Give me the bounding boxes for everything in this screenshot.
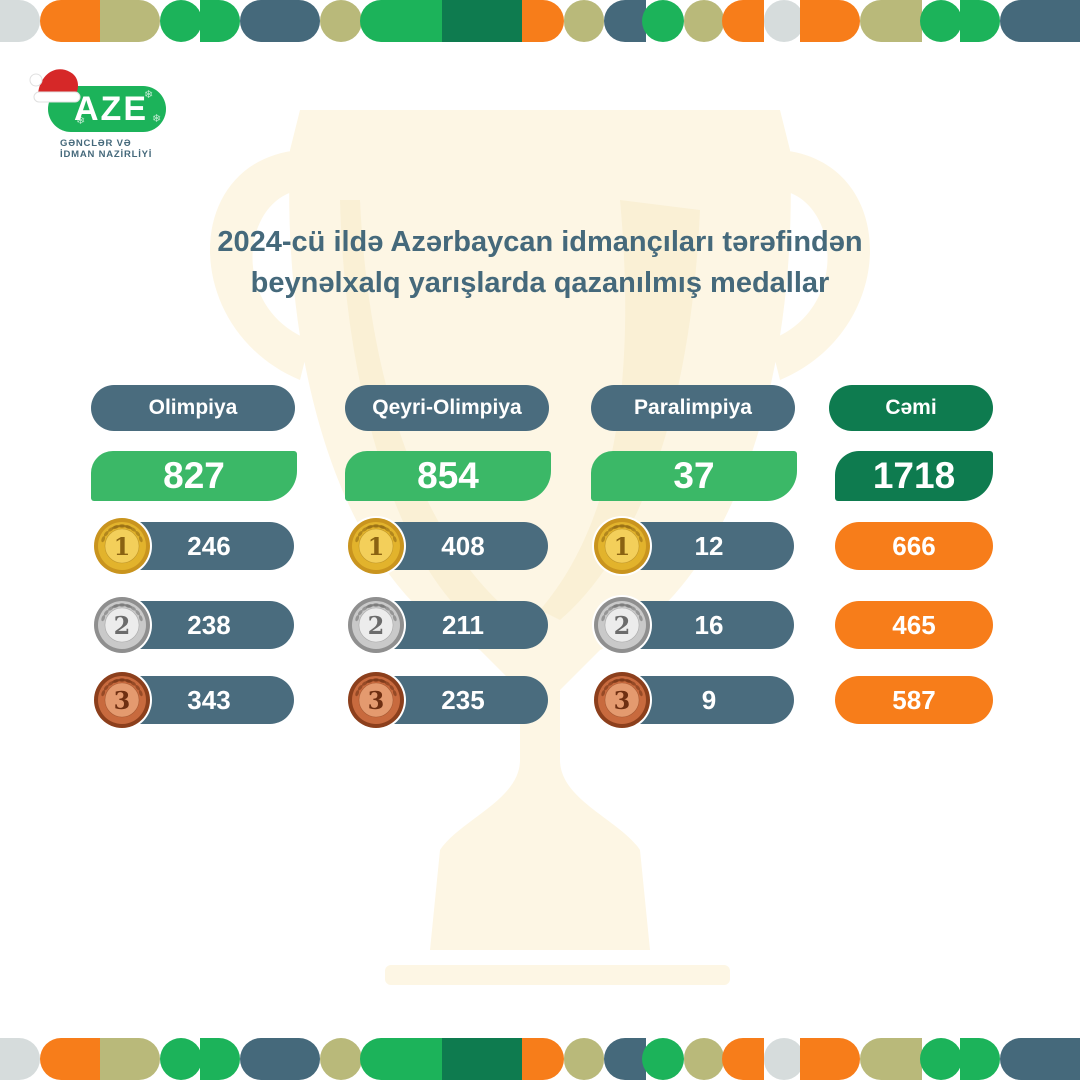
- ministry-name-line1: GƏNCLƏR VƏ: [60, 138, 132, 149]
- gold-medal-icon: 1: [346, 516, 406, 576]
- bronze-row: 9 3: [591, 670, 797, 730]
- summary-gold-count: 666: [835, 522, 993, 570]
- gold-row: 246 1: [91, 516, 297, 576]
- gold-row: 12 1: [591, 516, 797, 576]
- medal-number: 3: [614, 686, 631, 715]
- gold-medal-icon: 1: [92, 516, 152, 576]
- bronze-medal-icon: 3: [346, 670, 406, 730]
- ministry-name: GƏNCLƏR VƏ İDMAN NAZİRLİYİ: [60, 138, 152, 160]
- category-heading: Paralimpiya: [591, 385, 795, 431]
- logo-text: AZE: [74, 90, 148, 128]
- medal-number: 1: [614, 532, 631, 561]
- bronze-medal-icon: 3: [592, 670, 652, 730]
- silver-medal-icon: 2: [92, 595, 152, 655]
- medal-number: 2: [114, 611, 131, 640]
- category-heading: Olimpiya: [91, 385, 295, 431]
- silver-row: 16 2: [591, 595, 797, 655]
- summary-total: 1718: [835, 451, 993, 501]
- silver-row: 211 2: [345, 595, 551, 655]
- medal-number: 1: [368, 532, 385, 561]
- silver-count: 16: [694, 610, 724, 640]
- bronze-count: 235: [441, 685, 485, 715]
- medal-number: 3: [114, 686, 131, 715]
- category-paralympic: Paralimpiya 37 12 1 16 2 9 3: [591, 385, 797, 730]
- bronze-count: 343: [187, 685, 231, 715]
- silver-count: 211: [442, 610, 484, 640]
- category-total: 827: [91, 451, 297, 501]
- ministry-name-line2: İDMAN NAZİRLİYİ: [60, 149, 153, 160]
- santa-hat-icon: [29, 69, 81, 103]
- category-total: 37: [591, 451, 797, 501]
- page-title: 2024-cü ildə Azərbaycan idmançıları tərə…: [90, 222, 990, 304]
- silver-medal-icon: 2: [346, 595, 406, 655]
- ministry-logo: ❄ ❄ ❄ ❄ AZE GƏNCLƏR VƏ İDMAN NAZİRLİYİ: [26, 60, 176, 170]
- medal-number: 1: [114, 532, 131, 561]
- medal-number: 3: [368, 686, 385, 715]
- summary-heading: Cəmi: [829, 385, 993, 431]
- silver-row: 238 2: [91, 595, 297, 655]
- medal-number: 2: [368, 611, 385, 640]
- gold-count: 246: [187, 531, 231, 561]
- category-non-olympic: Qeyri-Olimpiya 854 408 1 211 2 235 3: [345, 385, 551, 730]
- medal-number: 2: [614, 611, 631, 640]
- decorative-strip-top: [0, 0, 1080, 42]
- silver-count: 238: [187, 610, 231, 640]
- gold-row: 408 1: [345, 516, 551, 576]
- silver-medal-icon: 2: [592, 595, 652, 655]
- gold-count: 12: [694, 531, 724, 561]
- category-heading: Qeyri-Olimpiya: [345, 385, 549, 431]
- category-olympic: Olimpiya 827 246 1 238 2 343 3: [91, 385, 297, 730]
- gold-count: 408: [441, 531, 485, 561]
- bronze-row: 343 3: [91, 670, 297, 730]
- summary-silver-count: 465: [835, 601, 993, 649]
- decorative-strip-bottom: [0, 1038, 1080, 1080]
- summary-bronze-count: 587: [835, 676, 993, 724]
- gold-medal-icon: 1: [592, 516, 652, 576]
- category-total: 854: [345, 451, 551, 501]
- bronze-row: 235 3: [345, 670, 551, 730]
- title-line-2: beynəlxalq yarışlarda qazanılmış medalla…: [250, 267, 830, 299]
- title-line-1: 2024-cü ildə Azərbaycan idmançıları tərə…: [217, 226, 863, 258]
- bronze-medal-icon: 3: [92, 670, 152, 730]
- bronze-count: 9: [701, 685, 717, 715]
